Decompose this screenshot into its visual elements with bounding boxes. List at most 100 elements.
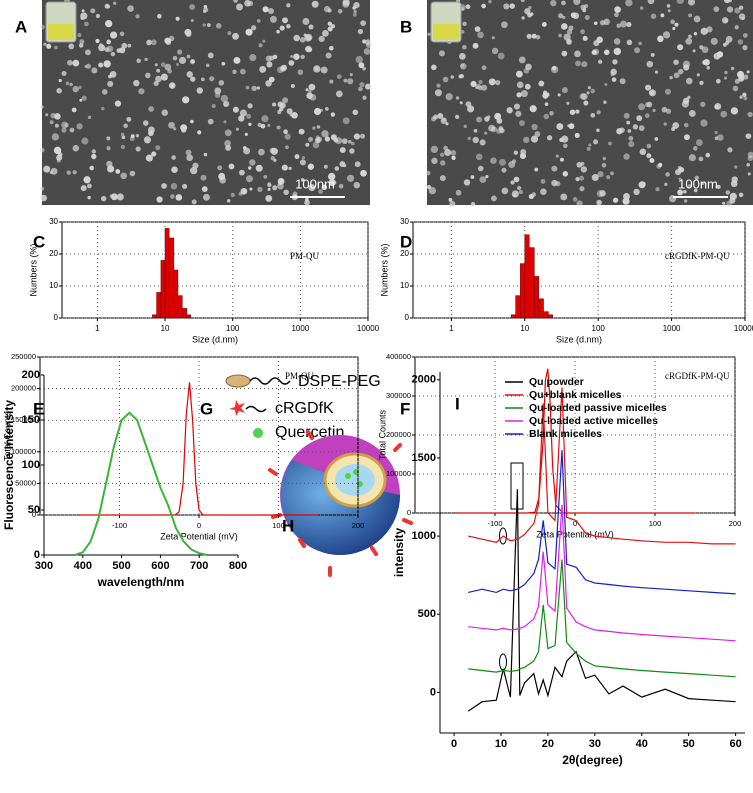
tem-particle	[321, 130, 329, 138]
tem-particle	[304, 34, 312, 42]
tem-particle	[247, 166, 252, 170]
legend-text: cRGDfK	[275, 400, 334, 417]
tem-particle	[434, 89, 442, 97]
tem-particle	[65, 81, 70, 86]
tem-particle	[301, 156, 306, 160]
tem-particle	[119, 31, 125, 37]
tem-particle	[190, 18, 194, 23]
tem-particle	[724, 70, 728, 75]
tem-particle	[161, 183, 167, 189]
tem-particle	[113, 1, 117, 5]
tem-particle	[353, 181, 360, 189]
x-tick-label: 400	[74, 560, 92, 572]
tem-particle	[673, 59, 680, 66]
panel-letter: I	[455, 394, 460, 413]
tem-particle	[692, 49, 696, 53]
tem-particle	[98, 44, 106, 52]
y-tick-label: 1000	[412, 530, 436, 542]
tem-particle	[574, 50, 581, 58]
tem-particle	[321, 184, 328, 191]
tem-particle	[463, 124, 468, 129]
tem-particle	[603, 18, 610, 26]
tem-particle	[665, 172, 670, 177]
tem-particle	[746, 70, 750, 74]
tem-particle	[535, 34, 541, 40]
tem-particle	[308, 83, 316, 91]
tem-particle	[242, 146, 247, 150]
tem-particle	[135, 146, 141, 152]
tem-particle	[705, 152, 711, 158]
tem-particle	[308, 136, 314, 142]
tem-particle	[232, 32, 239, 40]
tem-particle	[330, 112, 335, 117]
tem-particle	[648, 89, 655, 96]
vial-liquid	[433, 24, 459, 40]
y-tick-label: 0	[34, 549, 40, 561]
tem-particle	[265, 194, 273, 202]
tem-particle	[677, 189, 683, 196]
tem-particle	[71, 107, 77, 113]
series-line	[468, 504, 736, 642]
tem-particle	[40, 194, 48, 202]
tem-particle	[267, 123, 271, 127]
series-line	[79, 382, 319, 516]
panel-letter: F	[400, 399, 410, 418]
tem-particle	[596, 128, 600, 132]
tem-particle	[559, 137, 564, 143]
series-line	[467, 489, 736, 712]
y-tick-label: 400000	[386, 352, 411, 361]
tem-particle	[170, 182, 178, 190]
tem-particle	[488, 124, 496, 132]
tem-particle	[354, 161, 361, 168]
tem-particle	[529, 105, 537, 113]
y-tick-label: 0	[405, 313, 410, 322]
tem-particle	[687, 95, 691, 100]
tem-particle	[262, 6, 269, 13]
tem-particle	[528, 6, 532, 10]
tem-particle	[145, 154, 153, 162]
tem-particle	[515, 70, 523, 78]
tem-particle	[91, 153, 97, 160]
tem-particle	[80, 185, 87, 192]
x-tick-label: 100	[226, 324, 240, 333]
tem-particle	[430, 145, 439, 154]
tem-particle	[285, 145, 289, 150]
tem-particle	[462, 44, 467, 50]
tem-particle	[546, 135, 553, 141]
tem-particle	[217, 165, 223, 171]
panel-letter: D	[400, 232, 412, 251]
tem-particle	[530, 135, 539, 143]
tem-particle	[743, 96, 748, 101]
tem-particle	[604, 83, 608, 87]
tem-particle	[350, 141, 355, 146]
tem-particle	[524, 83, 531, 90]
tem-particle	[143, 136, 151, 144]
tem-particle	[177, 49, 183, 55]
series-line	[455, 368, 695, 514]
tem-particle	[67, 59, 73, 66]
tem-particle	[734, 7, 741, 14]
tem-particle	[698, 156, 704, 162]
tem-particle	[178, 56, 187, 65]
tem-particle	[87, 183, 92, 189]
tem-particle	[156, 196, 163, 203]
tem-particle	[665, 108, 672, 114]
tem-particle	[742, 45, 748, 51]
tem-particle	[508, 161, 516, 168]
tem-particle	[293, 53, 300, 61]
tem-particle	[726, 6, 734, 13]
tem-particle	[687, 0, 696, 6]
tem-particle	[360, 171, 365, 176]
tem-particle	[460, 30, 465, 34]
tem-particle	[54, 45, 58, 50]
tem-particle	[342, 0, 350, 8]
tem-particle	[299, 37, 306, 43]
tem-particle	[599, 20, 606, 26]
tem-particle	[681, 100, 689, 108]
tem-particle	[431, 64, 437, 71]
tem-particle	[612, 197, 619, 203]
tem-particle	[467, 105, 475, 113]
x-tick-label: 20	[542, 738, 554, 750]
tem-particle	[106, 39, 112, 45]
tem-particle	[313, 107, 322, 116]
